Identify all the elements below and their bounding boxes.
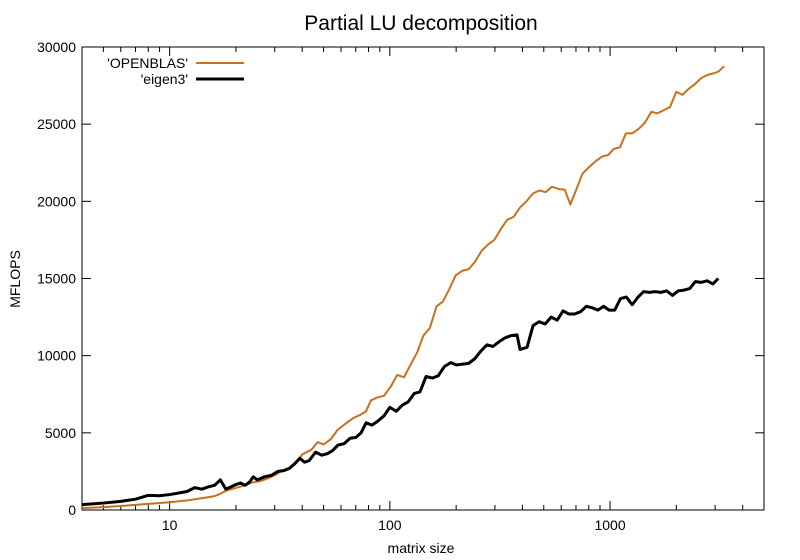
legend-label: 'eigen3' (141, 71, 188, 87)
y-tick-label: 20000 (37, 193, 76, 209)
y-tick-label: 15000 (37, 271, 76, 287)
series-layer (81, 65, 725, 510)
legend-label: 'OPENBLAS' (107, 55, 188, 71)
y-tick-label: 30000 (37, 39, 76, 55)
legend: 'OPENBLAS''eigen3' (107, 55, 244, 87)
series-line-openblas (81, 65, 725, 510)
x-tick-label: 10 (162, 517, 178, 533)
x-axis-label: matrix size (388, 540, 455, 556)
y-tick-label: 25000 (37, 116, 76, 132)
chart-title: Partial LU decomposition (304, 12, 537, 35)
x-tick-label: 100 (378, 517, 402, 533)
y-tick-label: 10000 (37, 348, 76, 364)
y-tick-label: 5000 (45, 425, 76, 441)
plot-frame-layer (81, 46, 765, 511)
y-tick-label: 0 (68, 502, 76, 518)
plot-area-border (81, 46, 765, 511)
y-axis-label: MFLOPS (7, 250, 23, 308)
tick-layer: 0 5000 10000 15000 20000 25000 30000 10 100 1000 (37, 39, 764, 533)
x-tick-label: 1000 (594, 517, 625, 533)
series-line-eigen3 (81, 277, 720, 507)
